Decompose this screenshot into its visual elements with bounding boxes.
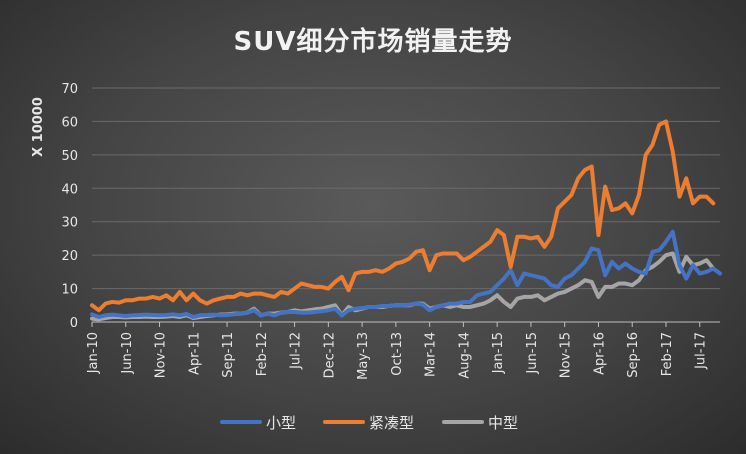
series-line-0 (90, 229, 722, 319)
x-tick-label: Feb-17 (660, 332, 675, 376)
x-tick-label: Jul-17 (694, 332, 709, 370)
x-tick-label: Jun-10 (120, 332, 135, 375)
y-axis-label: X 10000 (31, 97, 46, 157)
x-tick-label: Nov-15 (559, 332, 574, 378)
x-tick-labels: Jan-10 Jun-10 Nov-10 Apr-11 Sep-11 Feb-12 Jul-… (86, 332, 709, 380)
x-tick-label: Jun-15 (525, 332, 540, 375)
y-tick-label: 50 (61, 149, 78, 164)
legend: 小型 紧凑型 中型 (220, 414, 518, 432)
x-tick-label: Sep-11 (221, 332, 236, 378)
x-tick-label: Sep-16 (626, 332, 641, 378)
series-line-1 (90, 119, 716, 313)
x-tick-label: Aug-14 (457, 332, 472, 379)
x-tick-label: Jul-12 (289, 332, 304, 370)
y-tick-label: 10 (61, 283, 78, 298)
gridlines (92, 87, 720, 290)
legend-label-0: 小型 (266, 414, 296, 432)
legend-label-2: 中型 (488, 414, 518, 432)
x-tick-label: Apr-16 (592, 332, 607, 375)
y-tick-label: 20 (61, 249, 78, 264)
y-tick-label: 30 (61, 216, 78, 231)
x-tick-label: Jan-10 (86, 332, 101, 374)
x-tick-label: Apr-11 (187, 332, 202, 375)
x-tick-label: Jan-15 (491, 332, 506, 374)
x-tick-label: Mar-14 (424, 332, 439, 377)
axes (91, 321, 720, 327)
y-tick-label: 40 (61, 182, 78, 197)
y-tick-label: 70 (61, 82, 78, 97)
series-lines (90, 119, 722, 322)
y-tick-label: 0 (70, 316, 78, 331)
chart-title: SUV细分市场销量走势 (234, 26, 513, 57)
y-tick-labels: 0 10 20 30 40 50 60 70 (61, 82, 78, 331)
x-tick-label: May-13 (356, 332, 371, 380)
y-tick-label: 60 (61, 115, 78, 130)
x-tick-label: Feb-12 (255, 332, 270, 376)
x-tick-label: Nov-10 (154, 332, 169, 378)
x-tick-label: Oct-13 (390, 332, 405, 376)
legend-label-1: 紧凑型 (369, 414, 414, 432)
x-tick-label: Dec-12 (322, 332, 337, 378)
